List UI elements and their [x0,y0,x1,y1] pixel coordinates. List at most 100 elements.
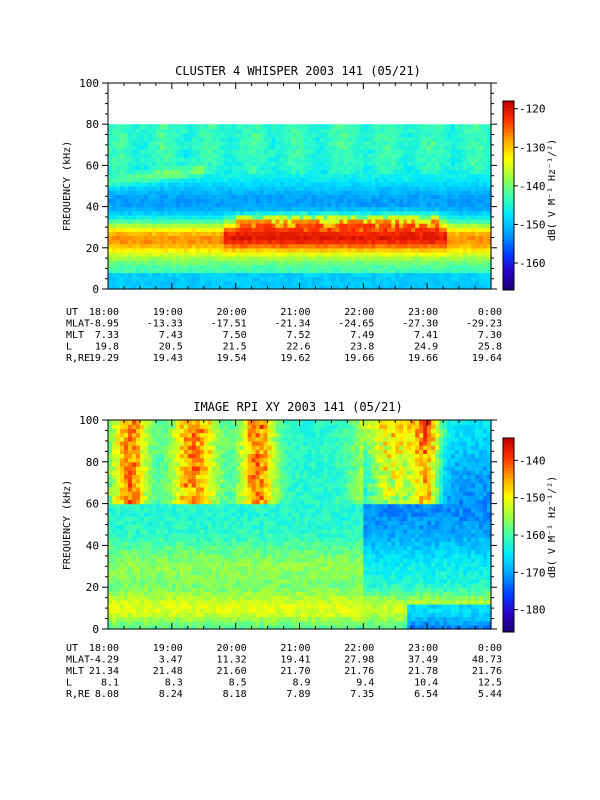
y-tick-label: 80 [86,118,99,131]
ephemeris-row-label: L [66,678,72,689]
ephemeris-row-label: UT [66,307,78,318]
colorbar-tick-label: -160 [519,257,546,270]
y-tick-label: 60 [86,498,99,511]
ephemeris-value: 7.50 [223,330,247,341]
ephemeris-value: 19.54 [217,353,247,364]
ephemeris-value: 8.24 [159,689,183,700]
ephemeris-value: 5.44 [478,689,502,700]
ephemeris-value: 7.30 [478,330,502,341]
y-tick-label: 100 [79,414,99,427]
ephemeris-value: 8.9 [292,678,310,689]
colorbar-label: dB( V M⁻¹ Hz⁻¹/²) [547,476,558,578]
ephemeris-row-label: MLAT [66,655,90,666]
spectrogram [108,124,492,290]
colorbar-label: dB( V M⁻¹ Hz⁻¹/²) [547,139,558,241]
colorbar: -120 -130 -140 -150 -160 [502,100,546,291]
ephemeris-value: 23.8 [350,342,374,353]
ephemeris-value: 19.41 [280,655,310,666]
panel-title: IMAGE RPI XY 2003 141 (05/21) [193,400,403,414]
ephemeris-value: 19.66 [344,353,374,364]
ephemeris-value: 21.34 [89,666,119,677]
colorbar-tick-label: -130 [519,141,546,154]
panel-cluster-whisper: CLUSTER 4 WHISPER 2003 141 (05/21) 0 20 40… [62,64,558,364]
ephemeris-row-label: R,RE [66,689,90,700]
ephemeris-value: -4.29 [89,655,119,666]
ephemeris-value: 24.9 [414,342,438,353]
ephemeris-value: 8.08 [95,689,119,700]
colorbar: -140 -150 -160 -170 -180 [502,437,546,633]
ephemeris-value: 7.43 [159,330,183,341]
y-tick-label: 40 [86,539,99,552]
ephemeris-value: 7.49 [350,330,374,341]
ephemeris-row-label: UT [66,643,78,654]
ephemeris-value: 22:00 [344,643,374,654]
colorbar-tick-label: -160 [519,529,546,542]
y-tick-label: 60 [86,159,99,172]
ephemeris-value: 21:00 [280,643,310,654]
colorbar-tick-label: -180 [519,604,546,617]
ephemeris-value: 20:00 [217,643,247,654]
colorbar-tick-label: -150 [519,492,546,505]
ephemeris-value: 19.62 [280,353,310,364]
y-axis-label: FREQUENCY (kHz) [62,480,73,570]
ephemeris-value: 21.70 [280,666,310,677]
y-tick-label: 40 [86,201,99,214]
ephemeris-value: 18:00 [89,643,119,654]
ephemeris-value: 3.47 [159,655,183,666]
x-axis-ticks [107,420,492,629]
ephemeris-value: 23:00 [408,643,438,654]
ephemeris-value: -24.65 [338,319,374,330]
ephemeris-value: 6.54 [414,689,438,700]
ephemeris-value: 23:00 [408,307,438,318]
ephemeris-value: 7.35 [350,689,374,700]
colorbar-tick-label: -120 [519,103,546,116]
ephemeris-value: 9.4 [356,678,374,689]
ephemeris-value: 21.5 [223,342,247,353]
ephemeris-value: 0:00 [478,307,502,318]
y-tick-label: 0 [92,623,99,636]
ephemeris-row-label: MLT [66,330,84,341]
ephemeris-value: -29.23 [466,319,502,330]
ephemeris-value: -17.51 [211,319,247,330]
colorbar-tick-label: -170 [519,566,546,579]
ephemeris-value: 7.89 [286,689,310,700]
panel-title: CLUSTER 4 WHISPER 2003 141 (05/21) [175,64,421,78]
ephemeris-row-label: L [66,342,72,353]
ephemeris-value: 21:00 [280,307,310,318]
ephemeris-value: 7.33 [95,330,119,341]
ephemeris-value: 20:00 [217,307,247,318]
ephemeris-value: 25.8 [478,342,502,353]
ephemeris-value: -8.95 [89,319,119,330]
ephemeris-value: 37.49 [408,655,438,666]
y-tick-label: 20 [86,242,99,255]
ephemeris-value: 8.3 [165,678,183,689]
y-axis-label: FREQUENCY (kHz) [62,141,73,231]
ephemeris-value: 27.98 [344,655,374,666]
y-tick-label: 20 [86,581,99,594]
ephemeris-row-label: MLT [66,666,84,677]
ephemeris-value: -21.34 [274,319,310,330]
ephemeris-value: 19.29 [89,353,119,364]
ephemeris-value: 22.6 [286,342,310,353]
y-tick-label: 100 [79,77,99,90]
ephemeris-value: 10.4 [414,678,438,689]
ephemeris-value: 21.48 [153,666,183,677]
ephemeris-value: 11.32 [217,655,247,666]
colorbar-tick-label: -140 [519,454,546,467]
ephemeris-value: 21.76 [472,666,502,677]
x-axis-ticks [107,83,492,289]
ephemeris-value: 8.5 [229,678,247,689]
ephemeris-value: 20.5 [159,342,183,353]
ephemeris-value: 18:00 [89,307,119,318]
ephemeris-row-label: R,RE [66,353,90,364]
ephemeris-value: 19.43 [153,353,183,364]
ephemeris-value: 22:00 [344,307,374,318]
y-tick-label: 0 [92,283,99,296]
ephemeris-value: 21.78 [408,666,438,677]
ephemeris-value: 21.60 [217,666,247,677]
spectrogram [108,420,492,630]
ephemeris-value: 8.1 [101,678,119,689]
ephemeris-value: 12.5 [478,678,502,689]
ephemeris-value: 19.64 [472,353,502,364]
